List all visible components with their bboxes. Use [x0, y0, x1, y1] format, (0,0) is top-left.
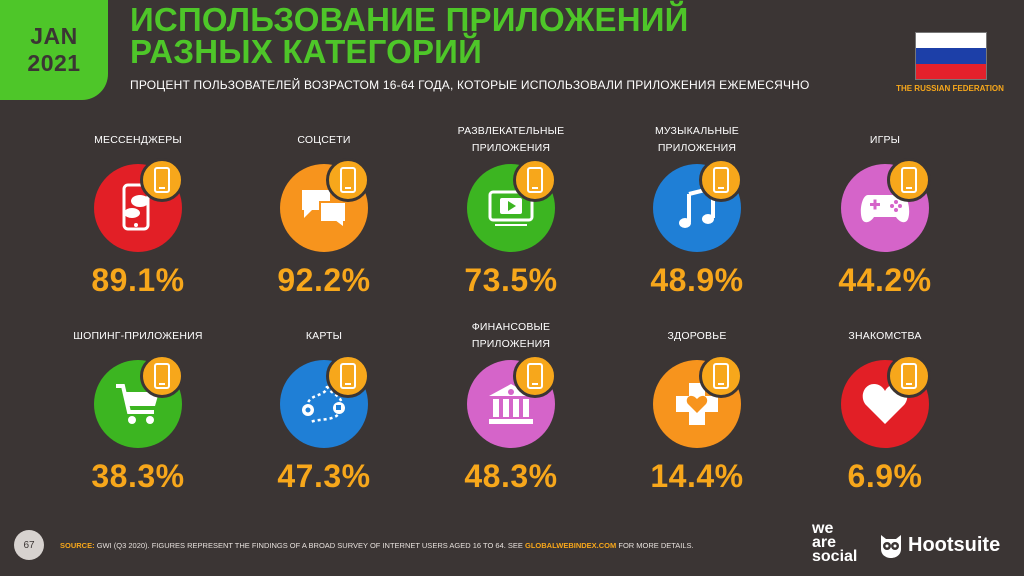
phone-icon	[513, 354, 557, 398]
category-label: МЕССЕНДЖЕРЫ	[53, 122, 223, 158]
owl-icon	[881, 535, 901, 558]
date-year: 2021	[27, 50, 81, 76]
wearesocial-line1: we	[812, 520, 834, 537]
shopping-cart-icon	[116, 384, 159, 424]
page-number: 67	[14, 530, 44, 560]
category-label: ШОПИНГ-ПРИЛОЖЕНИЯ	[53, 318, 223, 354]
category-value: 38.3%	[91, 458, 185, 494]
source-link[interactable]: GLOBALWEBINDEX.COM	[525, 541, 617, 550]
phone-icon	[140, 158, 184, 202]
chat-bubbles-icon	[302, 190, 347, 230]
category-label-line1: ФИНАНСОВЫЕ	[471, 321, 551, 333]
category-label-line1: МЕССЕНДЖЕРЫ	[94, 133, 182, 146]
wearesocial-logo: we are social	[812, 520, 872, 565]
category-value: 44.2%	[838, 262, 932, 298]
video-player-icon	[488, 190, 534, 226]
page-title: ИСПОЛЬЗОВАНИЕ ПРИЛОЖЕНИЙ РАЗНЫХ КАТЕГОРИ…	[130, 1, 770, 70]
messenger-phone-icon	[122, 183, 150, 231]
category-label-line2: ПРИЛОЖЕНИЯ	[471, 338, 551, 350]
category-label: ФИНАНСОВЫЕ ПРИЛОЖЕНИЯ	[426, 318, 596, 354]
page-subtitle: ПРОЦЕНТ ПОЛЬЗОВАТЕЛЕЙ ВОЗРАСТОМ 16-64 ГО…	[130, 78, 810, 92]
phone-icon	[699, 354, 743, 398]
category-label-line1: ЗНАКОМСТВА	[848, 329, 922, 342]
hootsuite-wordmark: Hootsuite	[908, 533, 1001, 556]
category-label: СОЦСЕТИ	[239, 122, 409, 158]
phone-icon	[887, 354, 931, 398]
category-value: 47.3%	[277, 458, 371, 494]
wearesocial-line3: social	[812, 548, 858, 565]
flag-stripe-blue	[916, 48, 986, 64]
wearesocial-line2: are	[812, 534, 837, 551]
date-month: JAN	[30, 23, 78, 49]
category-label-line1: ЗДОРОВЬЕ	[667, 329, 727, 342]
category-value: 92.2%	[277, 262, 371, 298]
category-label-line1: ШОПИНГ-ПРИЛОЖЕНИЯ	[73, 329, 203, 342]
phone-icon	[326, 354, 370, 398]
source-text: GWI (Q3 2020). FIGURES REPRESENT THE FIN…	[96, 541, 523, 550]
phone-icon	[699, 158, 743, 202]
category-label: ЗДОРОВЬЕ	[612, 318, 782, 354]
title-line-1: ИСПОЛЬЗОВАНИЕ ПРИЛОЖЕНИЙ	[130, 1, 689, 38]
category-value: 48.3%	[464, 458, 558, 494]
source-note: SOURCE: GWI (Q3 2020). FIGURES REPRESENT…	[60, 541, 694, 550]
category-label: МУЗЫКАЛЬНЫЕ ПРИЛОЖЕНИЯ	[612, 122, 782, 158]
category-value: 6.9%	[847, 458, 923, 494]
category-label: РАЗВЛЕКАТЕЛЬНЫЕ ПРИЛОЖЕНИЯ	[426, 122, 596, 158]
category-label: КАРТЫ	[239, 318, 409, 354]
category-label-line1: КАРТЫ	[305, 329, 343, 342]
date-badge: JAN 2021	[0, 0, 108, 100]
russia-flag-icon	[915, 32, 987, 80]
category-label: ЗНАКОМСТВА	[800, 318, 970, 354]
category-label-line2: ПРИЛОЖЕНИЯ	[657, 142, 737, 154]
country-label: THE RUSSIAN FEDERATION	[896, 84, 1004, 93]
health-cross-icon	[676, 383, 718, 425]
category-label: ИГРЫ	[800, 122, 970, 158]
source-tail: FOR MORE DETAILS.	[618, 541, 694, 550]
category-value: 73.5%	[464, 262, 558, 298]
category-label-line2: ПРИЛОЖЕНИЯ	[471, 142, 551, 154]
title-line-2: РАЗНЫХ КАТЕГОРИЙ	[130, 33, 483, 70]
category-value: 89.1%	[91, 262, 185, 298]
category-label-line1: ИГРЫ	[869, 133, 901, 146]
category-circle	[94, 164, 182, 252]
gamepad-icon	[860, 195, 910, 223]
hootsuite-logo: Hootsuite	[878, 528, 1018, 562]
category-label-line1: СОЦСЕТИ	[297, 133, 351, 146]
category-value: 48.9%	[650, 262, 744, 298]
phone-icon	[140, 354, 184, 398]
phone-icon	[887, 158, 931, 202]
category-value: 14.4%	[650, 458, 744, 494]
phone-icon	[513, 158, 557, 202]
category-label-line1: МУЗЫКАЛЬНЫЕ	[654, 125, 740, 137]
phone-icon	[326, 158, 370, 202]
flag-stripe-red	[916, 63, 986, 79]
source-key: SOURCE:	[60, 541, 95, 550]
category-label-line1: РАЗВЛЕКАТЕЛЬНЫЕ	[457, 125, 565, 137]
flag-stripe-white	[916, 33, 986, 49]
